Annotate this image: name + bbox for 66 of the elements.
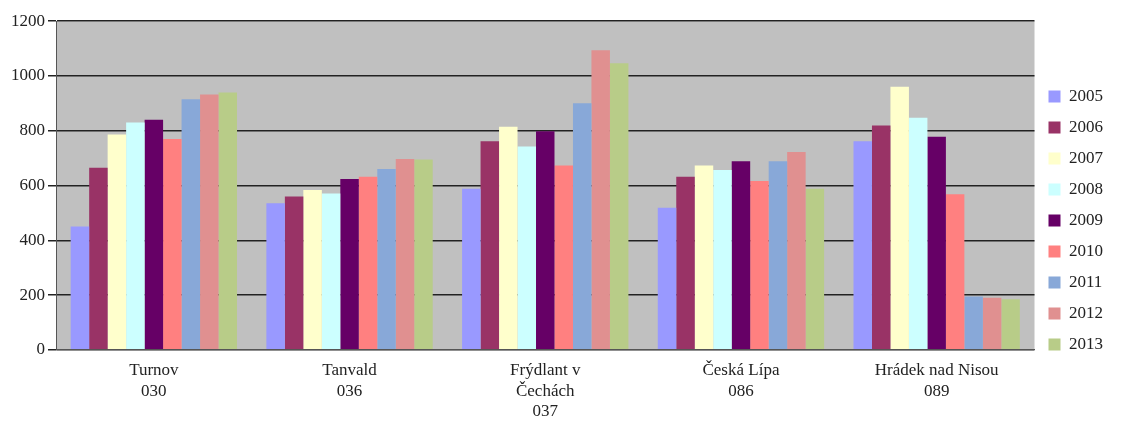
bar (964, 296, 983, 350)
bar (676, 176, 695, 350)
bar (731, 161, 751, 350)
bar (787, 152, 806, 350)
y-tick-label: 1000 (11, 65, 45, 85)
bar (144, 119, 164, 350)
x-tick-label: Frýdlant v Čechách 037 (510, 360, 581, 421)
bar (89, 167, 108, 350)
x-tick-label: Hrádek nad Nisou 089 (874, 360, 999, 400)
bar (200, 94, 219, 350)
bar (181, 99, 201, 350)
bar (694, 165, 714, 350)
legend-label: 2010 (1069, 240, 1103, 260)
legend-label: 2009 (1069, 209, 1103, 229)
legend-label: 2007 (1069, 147, 1104, 167)
bar (284, 196, 304, 350)
bar (536, 131, 555, 350)
bar (377, 169, 396, 350)
y-tick-label: 0 (36, 339, 45, 359)
bar (945, 194, 965, 350)
legend-label: 2005 (1069, 85, 1103, 105)
bar (768, 161, 788, 350)
y-tick-label: 400 (19, 229, 45, 249)
y-tick-label: 200 (19, 284, 45, 304)
bar (657, 207, 677, 350)
y-tick-label: 800 (19, 120, 45, 140)
bar (871, 125, 891, 350)
bar (554, 165, 573, 350)
bar (107, 134, 127, 350)
y-tick-label: 600 (19, 174, 45, 194)
bar (927, 136, 946, 350)
bar (908, 117, 928, 350)
bar (303, 189, 322, 350)
legend-label: 2011 (1069, 271, 1103, 291)
bar (462, 188, 481, 350)
bar (853, 141, 872, 350)
x-tick-label: Turnov 030 (129, 360, 180, 400)
bar (572, 103, 592, 350)
bar (480, 141, 500, 350)
bar (1001, 299, 1020, 350)
bar (340, 178, 359, 350)
bar (163, 138, 182, 350)
bar (517, 146, 537, 350)
bar (358, 176, 378, 350)
y-tick-label: 1200 (11, 10, 45, 30)
x-tick-label: Tanvald 036 (322, 360, 378, 400)
bar (890, 86, 909, 350)
bar (218, 92, 238, 350)
bar (713, 169, 732, 350)
x-tick-label: Česká Lípa 086 (702, 360, 780, 400)
bar (70, 226, 90, 350)
bar (266, 203, 285, 350)
bar (805, 188, 825, 350)
bar (591, 50, 610, 350)
bar (126, 122, 145, 350)
bar (982, 297, 1002, 350)
legend-label: 2008 (1069, 178, 1103, 198)
bar (321, 193, 341, 350)
bar (609, 63, 629, 350)
legend-label: 2013 (1069, 333, 1103, 353)
legend-label: 2006 (1069, 116, 1103, 136)
bar (395, 158, 415, 350)
bar (414, 159, 433, 350)
bar (499, 126, 518, 350)
legend-label: 2012 (1069, 302, 1103, 322)
bar (750, 181, 769, 350)
